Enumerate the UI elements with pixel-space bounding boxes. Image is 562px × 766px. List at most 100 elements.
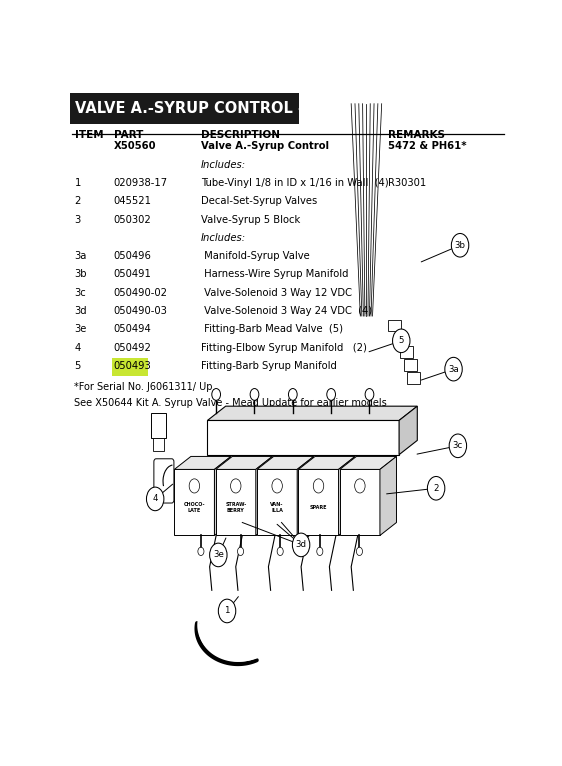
Text: 1: 1 xyxy=(224,607,230,615)
Text: 3e: 3e xyxy=(213,551,224,559)
FancyBboxPatch shape xyxy=(70,93,299,124)
Text: ITEM: ITEM xyxy=(75,129,103,139)
Text: 050492: 050492 xyxy=(114,342,152,352)
Text: Includes:: Includes: xyxy=(201,160,246,170)
Text: 1: 1 xyxy=(75,178,81,188)
FancyBboxPatch shape xyxy=(154,459,174,503)
Circle shape xyxy=(317,547,323,555)
Polygon shape xyxy=(256,457,273,535)
Circle shape xyxy=(230,479,241,493)
Polygon shape xyxy=(338,457,355,535)
Text: 5472 & PH61*: 5472 & PH61* xyxy=(388,142,467,152)
Circle shape xyxy=(292,533,310,557)
Circle shape xyxy=(365,388,374,401)
Polygon shape xyxy=(298,457,355,470)
Text: 2: 2 xyxy=(433,484,439,493)
Polygon shape xyxy=(257,470,297,535)
Polygon shape xyxy=(257,457,314,470)
Text: R30301: R30301 xyxy=(388,178,427,188)
FancyBboxPatch shape xyxy=(400,346,413,358)
Circle shape xyxy=(445,357,462,381)
Text: VALVE A.-SYRUP CONTROL - X50560: VALVE A.-SYRUP CONTROL - X50560 xyxy=(75,101,372,116)
Polygon shape xyxy=(215,457,231,535)
Text: 050490-02: 050490-02 xyxy=(114,288,168,298)
Text: 3: 3 xyxy=(75,214,81,224)
Text: 2: 2 xyxy=(75,196,81,206)
Circle shape xyxy=(356,547,362,555)
Text: 050490-03: 050490-03 xyxy=(114,306,167,316)
Text: X50560: X50560 xyxy=(114,142,156,152)
Polygon shape xyxy=(207,406,418,421)
Text: PART: PART xyxy=(114,129,143,139)
Circle shape xyxy=(355,479,365,493)
Circle shape xyxy=(392,329,410,352)
Text: VAN-
ILLA: VAN- ILLA xyxy=(270,502,284,513)
Circle shape xyxy=(147,487,164,511)
Circle shape xyxy=(212,388,220,401)
Text: Fitting-Barb Syrup Manifold: Fitting-Barb Syrup Manifold xyxy=(201,361,337,371)
FancyBboxPatch shape xyxy=(395,333,407,345)
Polygon shape xyxy=(216,457,273,470)
Text: 5: 5 xyxy=(398,336,404,345)
Circle shape xyxy=(218,599,236,623)
FancyBboxPatch shape xyxy=(151,414,166,438)
Text: 4: 4 xyxy=(75,342,81,352)
Text: Valve-Solenoid 3 Way 12 VDC: Valve-Solenoid 3 Way 12 VDC xyxy=(201,288,352,298)
Text: 3a: 3a xyxy=(448,365,459,374)
Polygon shape xyxy=(399,406,418,455)
Text: 045521: 045521 xyxy=(114,196,152,206)
Circle shape xyxy=(250,388,259,401)
Text: 3b: 3b xyxy=(75,270,87,280)
Text: 3a: 3a xyxy=(75,251,87,261)
Text: *For Serial No. J6061311/ Up.: *For Serial No. J6061311/ Up. xyxy=(74,381,215,391)
Polygon shape xyxy=(340,470,380,535)
Circle shape xyxy=(451,234,469,257)
Text: 3d: 3d xyxy=(75,306,87,316)
Text: 020938-17: 020938-17 xyxy=(114,178,168,188)
Text: 050494: 050494 xyxy=(114,324,152,334)
FancyBboxPatch shape xyxy=(388,319,401,332)
FancyBboxPatch shape xyxy=(400,407,415,437)
Circle shape xyxy=(210,543,227,567)
Circle shape xyxy=(198,547,204,555)
Text: Valve-Solenoid 3 Way 24 VDC  (4): Valve-Solenoid 3 Way 24 VDC (4) xyxy=(201,306,372,316)
Text: 050496: 050496 xyxy=(114,251,152,261)
Text: Decal-Set-Syrup Valves: Decal-Set-Syrup Valves xyxy=(201,196,317,206)
FancyBboxPatch shape xyxy=(112,358,148,376)
Text: STRAW-
BERRY: STRAW- BERRY xyxy=(225,502,246,513)
Circle shape xyxy=(313,479,324,493)
FancyBboxPatch shape xyxy=(407,372,420,384)
Text: CHOCO-
LATE: CHOCO- LATE xyxy=(184,502,205,513)
Circle shape xyxy=(449,434,466,457)
Text: 3c: 3c xyxy=(75,288,87,298)
Polygon shape xyxy=(216,470,256,535)
Polygon shape xyxy=(174,457,231,470)
FancyBboxPatch shape xyxy=(404,359,418,371)
Circle shape xyxy=(189,479,200,493)
Circle shape xyxy=(327,388,336,401)
Text: 050491: 050491 xyxy=(114,270,152,280)
Polygon shape xyxy=(298,470,338,535)
Text: 050493: 050493 xyxy=(114,361,152,371)
Text: 5: 5 xyxy=(75,361,81,371)
Text: SPARE: SPARE xyxy=(310,506,327,510)
Text: 3b: 3b xyxy=(455,241,465,250)
Polygon shape xyxy=(340,457,396,470)
Text: Manifold-Syrup Valve: Manifold-Syrup Valve xyxy=(201,251,310,261)
FancyBboxPatch shape xyxy=(152,438,164,451)
Circle shape xyxy=(277,547,283,555)
Text: Valve A.-Syrup Control: Valve A.-Syrup Control xyxy=(201,142,329,152)
Circle shape xyxy=(272,479,282,493)
Polygon shape xyxy=(297,457,314,535)
Circle shape xyxy=(427,476,445,500)
Text: 3d: 3d xyxy=(296,540,307,549)
Polygon shape xyxy=(174,470,215,535)
Circle shape xyxy=(238,547,243,555)
Text: Fitting-Elbow Syrup Manifold   (2): Fitting-Elbow Syrup Manifold (2) xyxy=(201,342,367,352)
Text: 3c: 3c xyxy=(453,441,463,450)
Text: Fitting-Barb Mead Valve  (5): Fitting-Barb Mead Valve (5) xyxy=(201,324,343,334)
Text: 4: 4 xyxy=(152,494,158,503)
Text: REMARKS: REMARKS xyxy=(388,129,445,139)
Polygon shape xyxy=(207,421,399,455)
Text: DESCRIPTION: DESCRIPTION xyxy=(201,129,280,139)
